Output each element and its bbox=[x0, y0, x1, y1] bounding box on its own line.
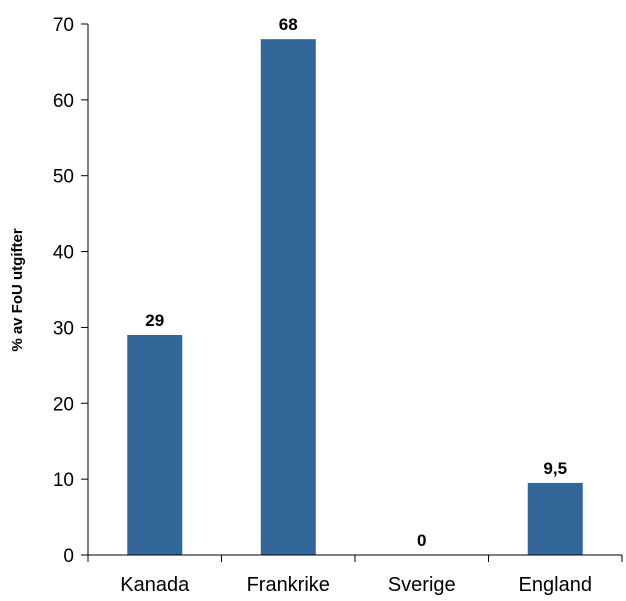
bar-england bbox=[527, 482, 583, 555]
bar-frankrike bbox=[260, 39, 316, 555]
category-label-kanada: Kanada bbox=[120, 574, 190, 596]
bar-kanada bbox=[127, 335, 183, 555]
data-label-sverige: 0 bbox=[417, 531, 426, 550]
data-label-kanada: 29 bbox=[145, 311, 164, 330]
y-axis-title: % av FoU utgifter bbox=[9, 228, 26, 352]
data-label-frankrike: 68 bbox=[279, 15, 298, 34]
y-axis-ticks: 0 10 20 30 40 50 60 70 bbox=[53, 15, 88, 567]
y-tick-label: 0 bbox=[63, 546, 74, 567]
y-tick-label: 60 bbox=[53, 91, 74, 112]
category-labels: Kanada Frankrike Sverige England bbox=[120, 574, 592, 596]
data-labels: 29 68 0 9,5 bbox=[145, 15, 567, 550]
y-tick-label: 30 bbox=[53, 318, 74, 339]
y-tick-label: 70 bbox=[53, 15, 74, 36]
y-tick-label: 40 bbox=[53, 243, 74, 264]
category-label-sverige: Sverige bbox=[388, 574, 456, 596]
x-axis-ticks bbox=[87, 555, 623, 562]
y-tick-label: 10 bbox=[53, 470, 74, 491]
y-tick-label: 50 bbox=[53, 167, 74, 188]
category-label-england: England bbox=[519, 574, 592, 596]
bars bbox=[127, 39, 583, 555]
category-label-frankrike: Frankrike bbox=[247, 574, 330, 596]
y-tick-label: 20 bbox=[53, 394, 74, 415]
data-label-england: 9,5 bbox=[543, 459, 567, 478]
